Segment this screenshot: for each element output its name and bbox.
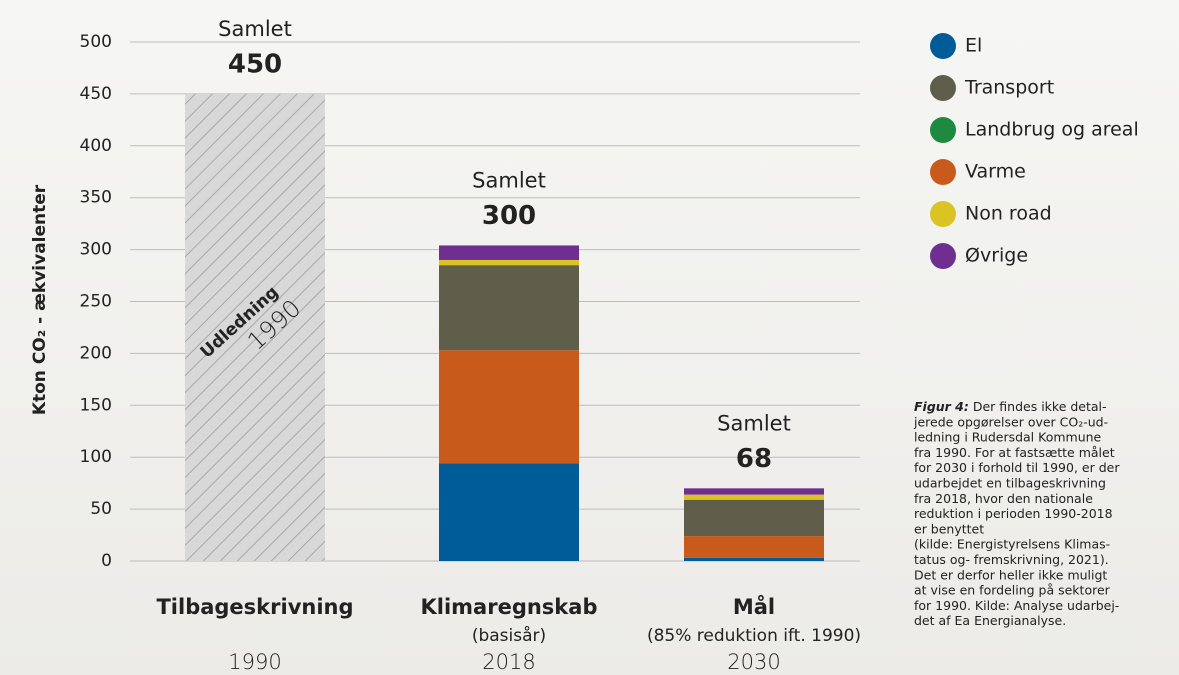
caption-text: for 2030 i forhold til 1990, er der [914, 460, 1120, 475]
legend-swatch [930, 243, 956, 269]
y-tick-label: 400 [80, 136, 112, 156]
caption-text: for 1990. Kilde: Analyse udarbej- [914, 597, 1119, 612]
caption-text: jerede opgørelser over CO₂-ud- [913, 414, 1108, 429]
bar-segment [684, 536, 824, 558]
y-tick-label: 350 [80, 188, 112, 208]
bar-segment [439, 463, 579, 561]
caption-line: er benyttet [914, 521, 984, 536]
x-tick-label: Tilbageskrivning [156, 595, 353, 619]
caption-text: (kilde: Energistyrelsens Klimas- [914, 536, 1110, 551]
x-tick-label: Klimaregnskab [421, 595, 598, 619]
legend-label: Landbrug og areal [965, 119, 1139, 141]
category-note: (85% reduktion ift. 1990) [647, 626, 861, 646]
y-tick-label: 500 [80, 32, 112, 52]
caption-text: udarbejdet en tilbageskrivning [914, 475, 1106, 490]
legend-label: Varme [965, 161, 1026, 183]
caption-line: jerede opgørelser over CO₂-ud- [913, 414, 1108, 429]
total-caption: Samlet [218, 17, 292, 41]
legend-label: Non road [965, 203, 1052, 225]
caption-text: reduktion i perioden 1990-2018 [914, 506, 1113, 521]
caption-label: Figur 4: [914, 399, 969, 414]
caption-line: Figur 4: Der findes ikke detal- [914, 399, 1107, 414]
caption-text: fra 2018, hvor den nationale [914, 490, 1093, 505]
caption-text: tatus og- fremskrivning, 2021). [914, 552, 1109, 567]
caption-text: at vise en fordeling på sektorer [914, 582, 1111, 597]
caption-line: fra 1990. For at fastsætte målet [914, 444, 1115, 459]
y-tick-label: 200 [80, 343, 112, 363]
category-year: 2030 [727, 650, 780, 674]
bar-segment [439, 245, 579, 260]
bar-segment [439, 265, 579, 351]
y-tick-label: 300 [80, 240, 112, 260]
caption-line: (kilde: Energistyrelsens Klimas- [914, 536, 1110, 551]
y-axis-label: Kton CO₂ - ækvivalenter [30, 184, 50, 415]
hatched-bar [185, 93, 325, 562]
bar-segment [684, 494, 824, 500]
y-tick-label: 50 [90, 499, 112, 519]
y-tick-label: 0 [101, 551, 112, 571]
y-tick-label: 450 [80, 84, 112, 104]
legend-swatch [930, 117, 956, 143]
caption-text: er benyttet [914, 521, 984, 536]
legend-swatch [930, 201, 956, 227]
total-value: 300 [482, 201, 536, 231]
caption-text: Der findes ikke detal- [969, 399, 1107, 414]
bar-segment [684, 488, 824, 495]
legend-label: Øvrige [965, 245, 1028, 267]
legend-swatch [930, 33, 956, 59]
caption-line: for 1990. Kilde: Analyse udarbej- [914, 597, 1119, 612]
caption-line: udarbejdet en tilbageskrivning [914, 475, 1106, 490]
y-tick-label: 250 [80, 292, 112, 312]
legend-swatch [930, 159, 956, 185]
caption-text: Det er derfor heller ikke muligt [914, 567, 1107, 582]
y-tick-label: 150 [80, 395, 112, 415]
total-value: 450 [228, 49, 282, 79]
legend-swatch [930, 75, 956, 101]
caption-text: fra 1990. For at fastsætte målet [914, 444, 1115, 459]
x-tick-label: Mål [733, 594, 775, 619]
bar-segment [684, 499, 824, 537]
category-year: 1990 [228, 650, 281, 674]
caption-line: reduktion i perioden 1990-2018 [914, 506, 1113, 521]
y-tick-label: 100 [80, 447, 112, 467]
caption-line: for 2030 i forhold til 1990, er der [914, 460, 1120, 475]
bar-segment [684, 557, 824, 561]
caption-line: Det er derfor heller ikke muligt [914, 567, 1107, 582]
caption-text: ledning i Rudersdal Kommune [914, 429, 1102, 444]
caption-line: ledning i Rudersdal Kommune [914, 429, 1102, 444]
caption-line: det af Ea Energianalyse. [914, 613, 1066, 628]
total-caption: Samlet [472, 168, 546, 192]
caption-line: at vise en fordeling på sektorer [914, 582, 1111, 597]
caption-line: fra 2018, hvor den nationale [914, 490, 1093, 505]
category-year: 2018 [482, 650, 535, 674]
legend-label: Transport [964, 77, 1054, 99]
category-note: (basisår) [472, 625, 546, 646]
bar-segment [439, 259, 579, 266]
legend-label: El [965, 35, 982, 57]
bar-segment [439, 350, 579, 464]
total-value: 68 [736, 444, 772, 474]
total-caption: Samlet [717, 411, 791, 435]
caption-line: tatus og- fremskrivning, 2021). [914, 552, 1109, 567]
caption-text: det af Ea Energianalyse. [914, 613, 1066, 628]
